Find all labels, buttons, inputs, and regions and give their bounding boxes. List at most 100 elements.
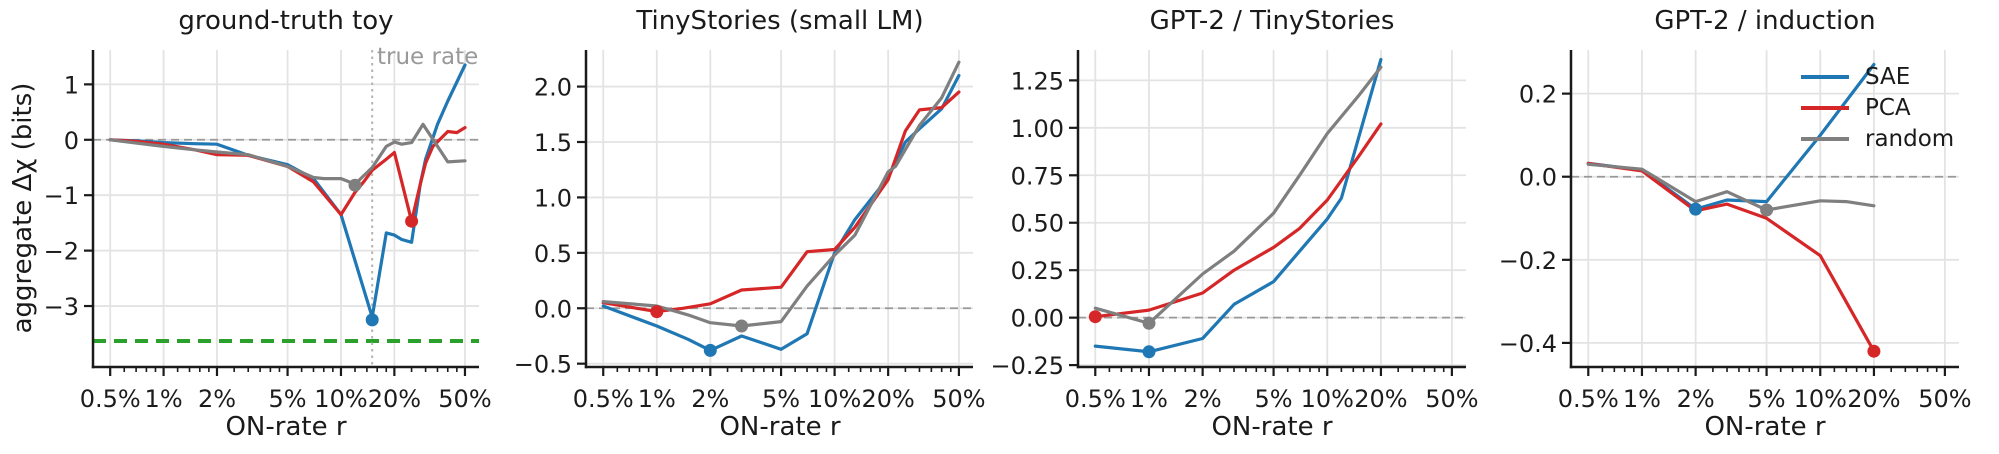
x-tick-label: 20%	[861, 385, 914, 413]
legend-label-random: random	[1865, 125, 1955, 152]
series-marker-PCA	[650, 305, 664, 319]
x-tick-label: 2%	[1677, 385, 1715, 413]
x-tick-label: 2%	[1184, 385, 1222, 413]
panel-1: 0.5% 1% 2% 5% 10% 20% 50% 1 0 −1 −2 −3	[44, 50, 492, 413]
x-tick-label: 5%	[1255, 385, 1293, 413]
series-marker-SAE	[1689, 202, 1703, 216]
x-tick-label: 1%	[1623, 385, 1661, 413]
panel-2-x-axis-label: ON-rate r	[719, 412, 841, 442]
x-tick-label: 50%	[1918, 385, 1971, 413]
legend-swatch-pca	[1801, 105, 1849, 110]
y-tick-label: 2.0	[534, 74, 572, 102]
axis-ticks: 0.5% 1% 2% 5% 10% 20% 50% 1 0 −1 −2 −3	[44, 71, 492, 413]
series-line-random	[1586, 162, 1876, 212]
panel-2: 0.5% 1% 2% 5% 10% 20% 50% 2.0 1.5 1.0 0.5 0.0 −0.5	[514, 50, 986, 413]
x-tick-label: 0.5%	[1065, 385, 1126, 413]
series-marker-PCA	[1867, 344, 1881, 358]
panel-2-title: TinyStories (small LM)	[636, 6, 924, 36]
series-line-SAE	[1093, 57, 1383, 354]
x-tick-label: 20%	[1847, 385, 1900, 413]
series-line-PCA	[1093, 122, 1383, 319]
gridlines	[586, 50, 973, 367]
y-tick-label: 0.0	[1519, 164, 1557, 192]
legend-item-sae: SAE	[1801, 61, 1954, 92]
panel-1-x-axis-label: ON-rate r	[225, 412, 347, 442]
panel-4: 0.5% 1% 2% 5% 10% 20% 50% 0.2 0.0 −0.2 −0.4	[1499, 50, 1972, 413]
x-tick-label: 5%	[269, 385, 307, 413]
x-tick-label: 1%	[638, 385, 676, 413]
axis-ticks: 0.5% 1% 2% 5% 10% 20% 50% 2.0 1.5 1.0 0.5 0.0 −0.5	[514, 74, 986, 413]
series-marker-random	[735, 319, 749, 333]
y-tick-label: 0.25	[1011, 257, 1064, 285]
x-tick-label: 10%	[808, 385, 861, 413]
x-tick-label: 10%	[1794, 385, 1847, 413]
gridlines	[93, 50, 479, 367]
y-tick-label: 1.0	[534, 184, 572, 212]
y-tick-label: 1.25	[1011, 67, 1064, 95]
y-tick-label: −3	[44, 293, 79, 321]
y-tick-label: 0.75	[1011, 162, 1064, 190]
y-axis-label: aggregate Δχ (bits)	[8, 82, 38, 334]
series-marker-random	[348, 178, 362, 192]
x-tick-label: 10%	[1301, 385, 1354, 413]
panel-1-title: ground-truth toy	[178, 6, 394, 36]
series-marker-SAE	[1142, 345, 1156, 359]
series-line-PCA	[1586, 161, 1876, 353]
y-tick-label: −0.4	[1499, 330, 1557, 358]
y-tick-label: −0.25	[990, 352, 1064, 380]
legend-swatch-random	[1801, 136, 1849, 141]
y-tick-label: −0.2	[1499, 247, 1557, 275]
y-tick-label: 0.2	[1519, 81, 1557, 109]
series-marker-SAE	[365, 313, 379, 327]
panel-4-x-axis-label: ON-rate r	[1704, 412, 1826, 442]
series-marker-random	[1760, 203, 1774, 217]
y-tick-label: 1	[64, 71, 79, 99]
x-tick-label: 1%	[1130, 385, 1168, 413]
x-tick-label: 2%	[691, 385, 729, 413]
series-line-random	[108, 122, 467, 186]
legend-item-pca: PCA	[1801, 92, 1954, 123]
series-marker-random	[1142, 316, 1156, 330]
x-tick-label: 0.5%	[80, 385, 141, 413]
panel-4-title: GPT-2 / induction	[1654, 6, 1876, 36]
x-tick-label: 5%	[762, 385, 800, 413]
x-tick-label: 2%	[198, 385, 236, 413]
series-line-PCA	[601, 90, 961, 314]
panel-3-title: GPT-2 / TinyStories	[1149, 6, 1395, 36]
y-tick-label: 0.50	[1011, 210, 1064, 238]
legend-swatch-sae	[1801, 74, 1849, 79]
x-tick-label: 10%	[314, 385, 367, 413]
series-marker-PCA	[1088, 310, 1102, 324]
y-tick-label: 0	[64, 127, 79, 155]
y-tick-label: 0.5	[534, 240, 572, 268]
true-rate-annotation: true rate	[377, 44, 479, 70]
axis-ticks: 0.5% 1% 2% 5% 10% 20% 50% 0.2 0.0 −0.2 −0.4	[1499, 81, 1972, 413]
y-tick-label: 1.00	[1011, 115, 1064, 143]
x-tick-label: 1%	[145, 385, 183, 413]
x-tick-label: 50%	[438, 385, 491, 413]
panel-3-x-axis-label: ON-rate r	[1211, 412, 1333, 442]
panel-3: 0.5% 1% 2% 5% 10% 20% 50% 1.25 1.00 0.75 0.50 0.25 0…	[990, 50, 1479, 413]
series-line-random	[601, 60, 961, 328]
series-line-random	[1093, 65, 1383, 325]
series-marker-SAE	[703, 343, 717, 357]
y-tick-label: 1.5	[534, 129, 572, 157]
legend-label-sae: SAE	[1865, 63, 1911, 90]
y-tick-label: −2	[44, 238, 79, 266]
x-tick-label: 20%	[1354, 385, 1407, 413]
x-tick-label: 0.5%	[573, 385, 634, 413]
y-tick-label: −0.5	[514, 351, 572, 379]
y-tick-label: 0.0	[534, 295, 572, 323]
x-tick-label: 50%	[932, 385, 985, 413]
x-tick-label: 50%	[1425, 385, 1478, 413]
legend-item-random: random	[1801, 123, 1954, 154]
y-tick-label: −1	[44, 182, 79, 210]
x-tick-label: 20%	[368, 385, 421, 413]
x-tick-label: 0.5%	[1558, 385, 1619, 413]
legend-label-pca: PCA	[1865, 94, 1911, 121]
series-marker-PCA	[405, 214, 419, 228]
legend: SAE PCA random	[1801, 61, 1954, 154]
y-tick-label: 0.00	[1011, 305, 1064, 333]
